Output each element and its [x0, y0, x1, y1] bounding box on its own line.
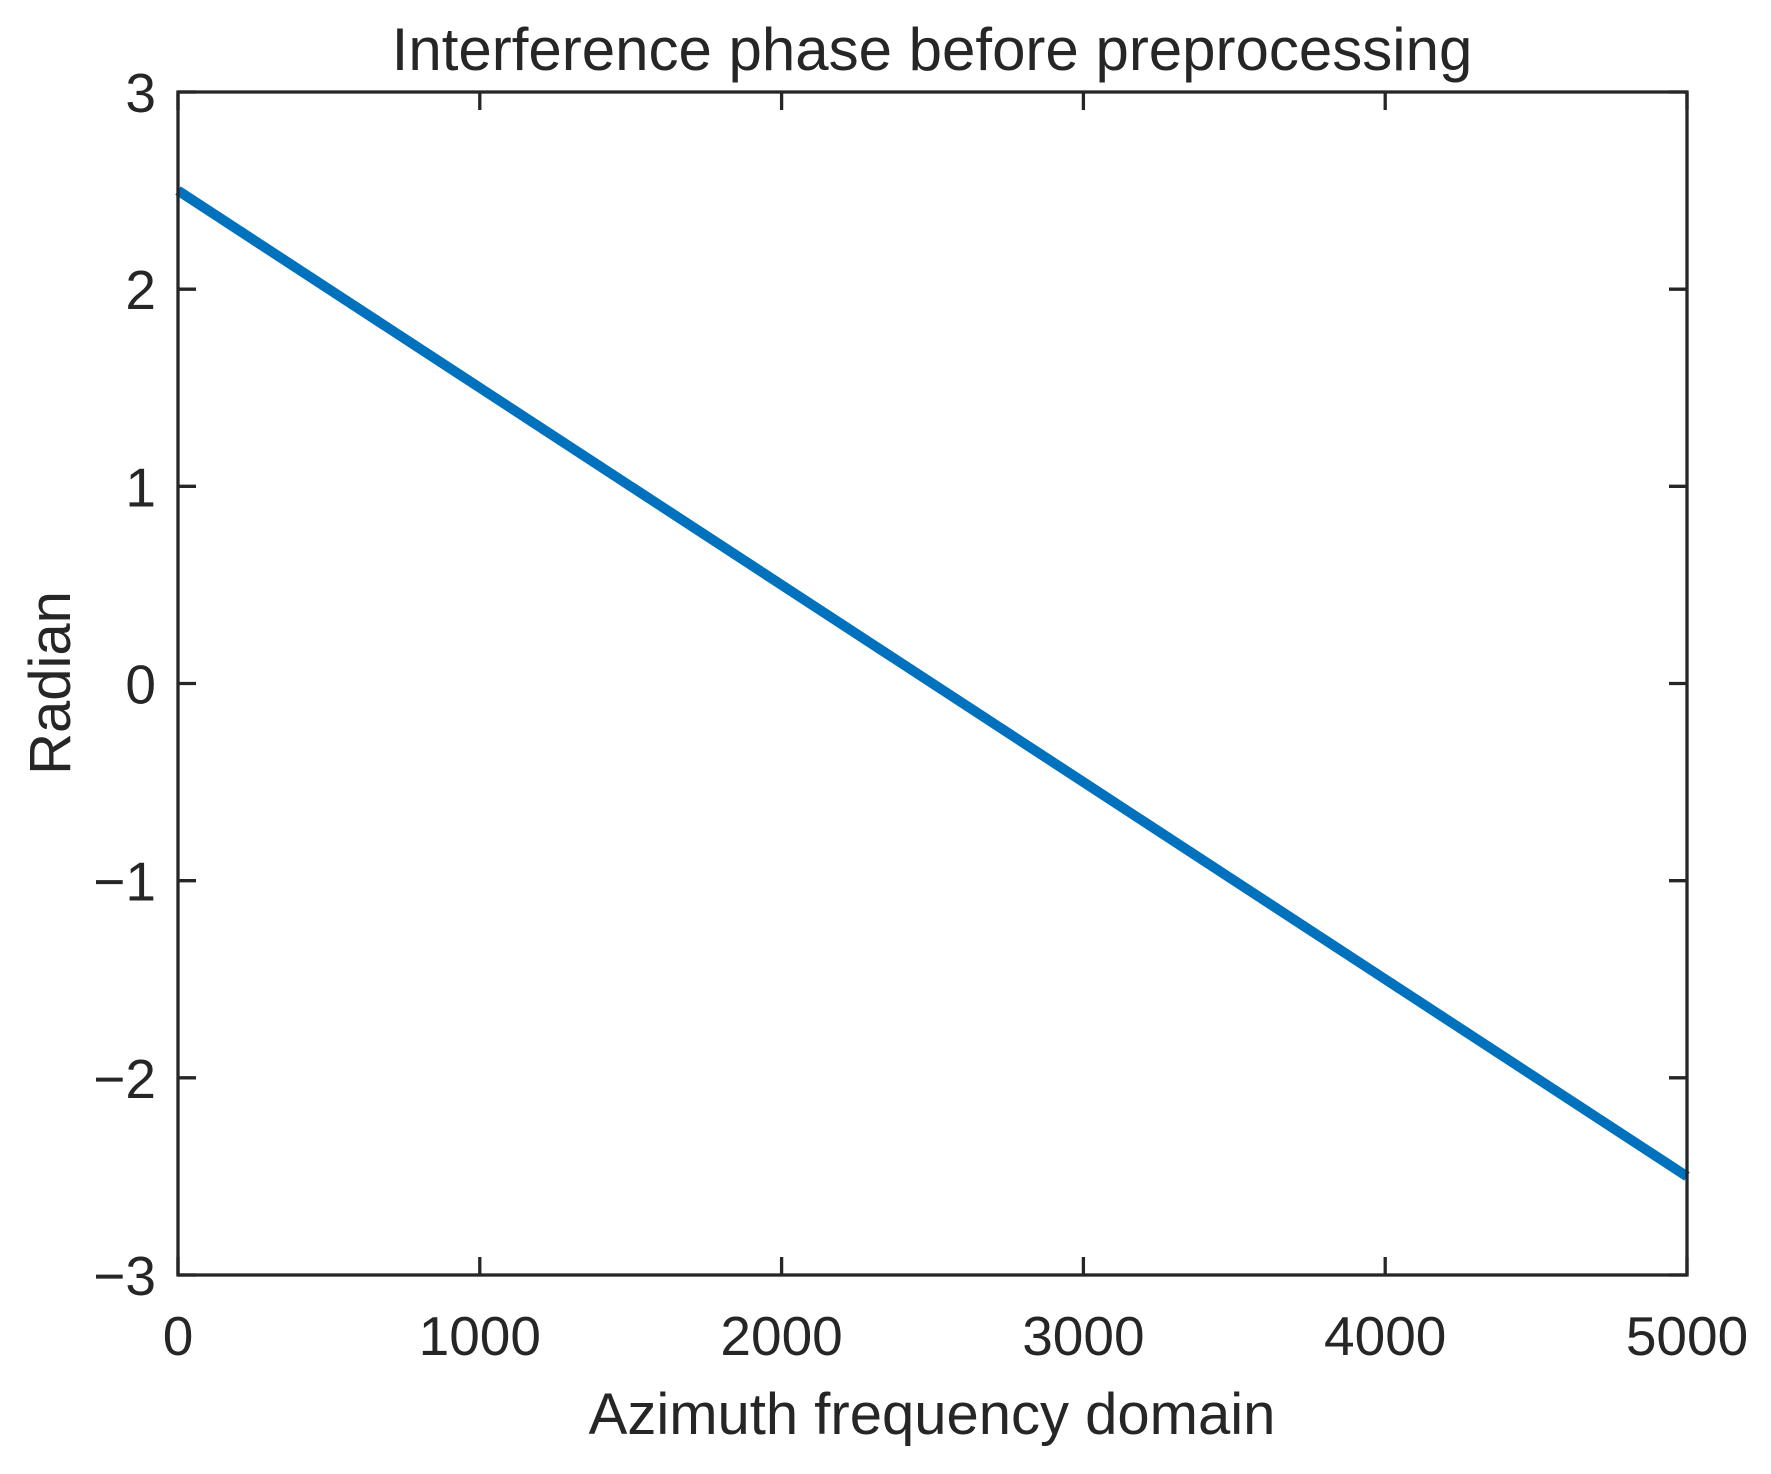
y-tick-label: 2: [125, 259, 156, 321]
y-tick-label: −3: [93, 1245, 156, 1307]
x-tick-label: 1000: [419, 1305, 541, 1367]
x-tick-label: 4000: [1324, 1305, 1446, 1367]
chart-title: Interference phase before preprocessing: [392, 16, 1473, 83]
series-group: [175, 186, 1690, 1181]
x-tick-label: 2000: [720, 1305, 842, 1367]
y-tick-label: −2: [93, 1048, 156, 1110]
y-tick-label: 0: [125, 654, 156, 716]
x-axis-label: Azimuth frequency domain: [589, 1382, 1276, 1447]
series-line-interference-phase: [175, 186, 1690, 1181]
axes-group: 0 1000 2000 3000 4000 5000 −3 −2 −1 0 1 2 3: [93, 62, 1748, 1367]
y-tick-label: 1: [125, 456, 156, 518]
y-axis-label: Radian: [18, 591, 83, 775]
y-tick-label: −1: [93, 851, 156, 913]
x-tick-label: 5000: [1626, 1305, 1748, 1367]
y-tick-label: 3: [125, 62, 156, 124]
x-tick-label: 0: [163, 1305, 194, 1367]
x-tick-label: 3000: [1022, 1305, 1144, 1367]
